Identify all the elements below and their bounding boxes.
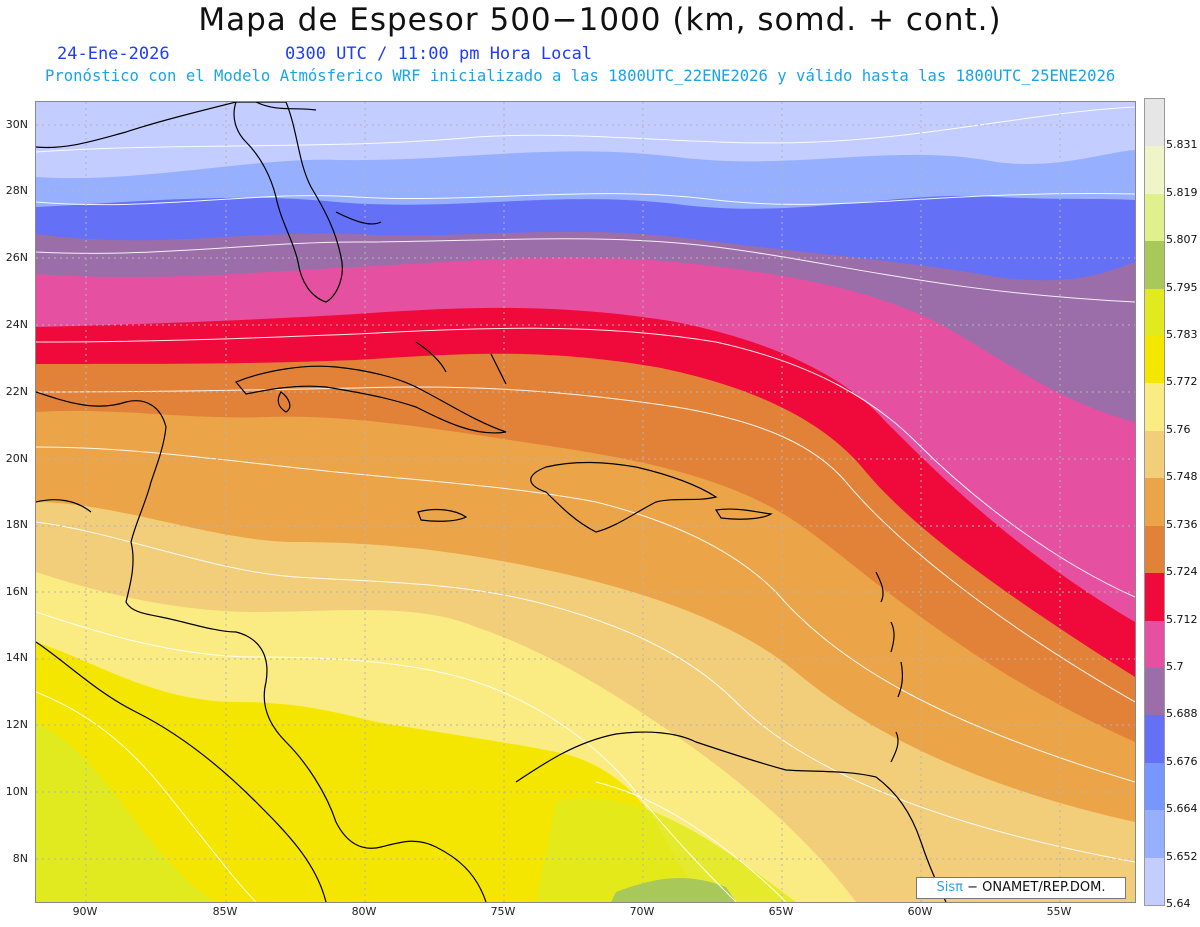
lon-label: 80W [351, 905, 377, 918]
lon-label: 85W [212, 905, 238, 918]
legend-swatch [1145, 336, 1164, 384]
credit-text: − ONAMET/REP.DOM. [967, 880, 1106, 895]
lat-label: 16N [5, 585, 28, 598]
legend-swatch [1145, 478, 1164, 527]
credit-box: Sisπ − ONAMET/REP.DOM. [916, 877, 1126, 899]
lat-label: 28N [5, 184, 28, 197]
lat-label: 22N [5, 385, 28, 398]
lon-label: 65W [768, 905, 794, 918]
legend-level-label: 5.783 [1166, 328, 1198, 342]
legend-level-label: 5.748 [1166, 470, 1198, 484]
lon-label: 90W [72, 905, 98, 918]
lat-label: 8N [12, 852, 28, 865]
band-5.772 [36, 722, 216, 902]
legend-level-label: 5.712 [1166, 612, 1198, 626]
legend-swatch [1145, 620, 1164, 669]
lon-label: 70W [629, 905, 655, 918]
lat-label: 30N [5, 118, 28, 131]
legend-level-label: 5.652 [1166, 849, 1198, 863]
legend-level-label: 5.772 [1166, 375, 1198, 389]
lon-label: 75W [490, 905, 516, 918]
lat-label: 10N [5, 785, 28, 798]
lon-label: 55W [1046, 905, 1072, 918]
legend-swatch [1145, 430, 1164, 479]
lat-label: 18N [5, 518, 28, 531]
legend-swatch [1145, 525, 1164, 574]
map-title: Mapa de Espesor 500−1000 (km, somd. + co… [198, 2, 1002, 38]
color-legend [1144, 98, 1165, 906]
lon-label: 60W [907, 905, 933, 918]
lat-label: 24N [5, 318, 28, 331]
legend-level-label: 5.676 [1166, 754, 1198, 768]
legend-level-label: 5.736 [1166, 517, 1198, 531]
legend-level-label: 5.724 [1166, 565, 1198, 579]
legend-swatch [1145, 762, 1164, 811]
legend-level-label: 5.664 [1166, 802, 1198, 816]
legend-swatch [1145, 99, 1164, 147]
band-5.76 [36, 642, 716, 902]
legend-level-label: 5.807 [1166, 233, 1198, 247]
credit-sis: Sisπ [936, 880, 963, 895]
lat-label: 20N [5, 452, 28, 465]
coastlines [36, 102, 947, 902]
legend-swatch [1145, 857, 1164, 906]
legend-swatch [1145, 383, 1164, 432]
forecast-time: 0300 UTC / 11:00 pm Hora Local [285, 44, 593, 64]
legend-swatch [1145, 667, 1164, 716]
legend-swatch [1145, 715, 1164, 764]
legend-level-label: 5.7 [1166, 659, 1184, 673]
forecast-subtitle: Pronóstico con el Modelo Atmósferico WRF… [45, 67, 1116, 85]
legend-swatch [1145, 193, 1164, 242]
legend-swatch [1145, 241, 1164, 290]
legend-level-label: 5.688 [1166, 707, 1198, 721]
legend-level-label: 5.795 [1166, 280, 1198, 294]
forecast-date: 24-Ene-2026 [57, 44, 170, 64]
lat-label: 14N [5, 651, 28, 664]
lat-label: 26N [5, 251, 28, 264]
legend-level-label: 5.64 [1166, 897, 1191, 910]
legend-swatch [1145, 810, 1164, 859]
legend-level-label: 5.819 [1166, 185, 1198, 199]
lat-label: 12N [5, 718, 28, 731]
legend-level-label: 5.831 [1166, 138, 1198, 152]
thickness-map [35, 101, 1136, 903]
band-5.795 [611, 877, 736, 902]
legend-swatch [1145, 573, 1164, 622]
band-5.783 [536, 798, 796, 902]
legend-swatch [1145, 288, 1164, 337]
legend-swatch [1145, 146, 1164, 195]
legend-level-label: 5.76 [1166, 422, 1191, 436]
